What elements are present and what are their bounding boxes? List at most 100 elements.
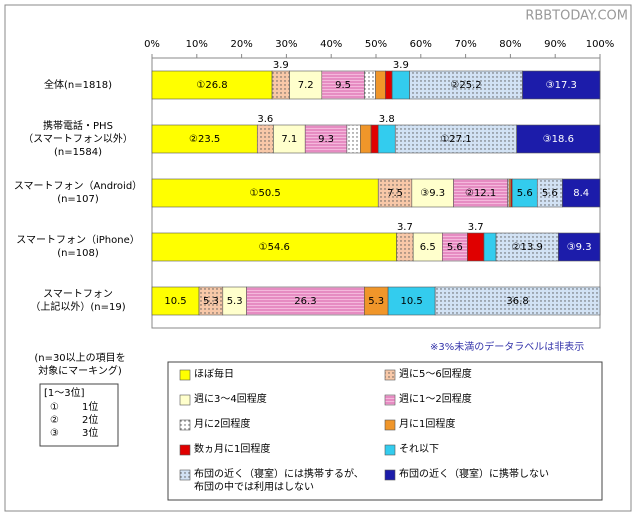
legend-swatch [384,444,396,456]
legend-label: 月に2回程度 [194,419,251,430]
bar-segment [558,232,601,262]
value-label: 3.6 [257,114,273,125]
bar-segment [511,178,538,208]
y-tick-label: スマートフォン（Android） (n=107) [13,181,143,205]
ranking-box [39,383,119,447]
x-tick-label: 100% [586,39,615,50]
x-tick-label: 60% [410,39,432,50]
value-label: 3.9 [393,60,409,71]
note: ※3%未満のデータラベルは非表示 [430,340,584,353]
value-label: ①26.8 [196,80,227,91]
value-label: ②13.9 [512,242,543,253]
bar-segment [375,70,386,100]
legend-swatch [179,444,191,456]
legend-label: ほぼ毎日 [194,369,234,380]
legend-label: 週に3～4回程度 [194,394,267,405]
legend-label: 週に5～6回程度 [399,369,472,380]
bar-segment [151,178,379,208]
bar-segment [522,70,601,100]
value-label: 5.3 [368,296,384,307]
y-tick-label-box: 携帯電話・PHS （スマートフォン以外） (n=1584) [23,120,133,158]
legend-label: それ以下 [399,444,439,455]
legend-swatch-pattern [385,370,395,380]
ranking-mark: ③ [50,428,59,439]
bar-segment-pattern [321,71,365,99]
bar-segment-pattern [257,125,274,153]
ranking-rank: 1位 [82,400,98,413]
bar-segment [562,178,601,208]
y-tick-label: スマートフォン （上記以外）(n=19) [30,289,126,313]
value-label: ③9.3 [567,242,592,253]
bar-segment-pattern [199,287,223,315]
legend-label-box: 布団の近く（寝室）には携帯するが、 布団の中では利用はしない [194,469,364,493]
legend-swatch-pattern [385,395,395,405]
legend-swatch [179,394,191,406]
value-label: 26.3 [294,296,316,307]
legend-swatch-pattern [180,470,190,480]
bar-segment [273,124,306,154]
bar-segment-pattern [435,287,600,315]
bar-segment [151,124,258,154]
value-label: 3.7 [468,222,484,233]
watermark: RBBTODAY.COM [525,9,628,24]
bar-segment [483,232,497,262]
bar-segment [516,124,601,154]
bar-segment-pattern [378,179,412,207]
x-tick-label: 20% [230,39,252,50]
value-label: 10.5 [400,296,422,307]
ranking-note: (n=30以上の項目を 対象にマーキング) [34,353,126,377]
bar-segment [151,232,397,262]
bar-segment-pattern [396,233,414,261]
x-tick-label: 30% [275,39,297,50]
value-label: 5.6 [517,188,533,199]
legend-label-box: 布団の近く（寝室）に携帯しない [399,469,549,480]
legend-label: 布団の近く（寝室）には携帯するが、 布団の中では利用はしない [194,469,364,493]
x-tick-label: 40% [320,39,342,50]
x-tick-label: 90% [544,39,566,50]
bar-segment-pattern [409,71,523,99]
x-tick-label: 0% [144,39,160,50]
legend-label-box: 週に1～2回程度 [399,394,472,405]
y-tick-label: スマートフォン（iPhone） (n=108) [16,235,140,259]
legend-label-box: 月に1回程度 [399,419,456,430]
ranking-title: [1～3位] [44,386,85,399]
bar-segment [370,124,379,154]
value-label: ③9.3 [420,188,445,199]
legend-swatch [384,419,396,431]
y-tick-label-box: スマートフォン （上記以外）(n=19) [30,289,126,313]
value-label: 7.5 [387,188,403,199]
value-label: 9.5 [335,80,351,91]
value-label: ③17.3 [546,80,577,91]
legend-label: 布団の近く（寝室）に携帯しない [399,469,549,480]
value-label: 3.8 [379,114,395,125]
bar-segment [387,286,436,316]
value-label: 5.6 [542,188,558,199]
bar-segment-pattern [507,179,510,207]
bar-segment [377,124,396,154]
value-label: 36.8 [506,296,528,307]
bar-segment [360,124,372,154]
legend-label-box: 月に2回程度 [194,419,251,430]
legend-label-box: それ以下 [399,444,439,455]
bar-segment-pattern [246,287,365,315]
value-label: 7.2 [298,80,314,91]
legend-label: 月に1回程度 [399,419,456,430]
ranking-rank: 3位 [82,426,98,439]
legend-swatch [179,369,191,381]
y-tick-label: 全体(n=1818) [44,79,112,91]
ranking-rank: 2位 [82,413,98,426]
bar-segment [411,178,454,208]
value-label: ①27.1 [440,134,471,145]
bar-segment-pattern [537,179,563,207]
bar-segment [289,70,323,100]
bar-segment-pattern [496,233,559,261]
value-label: 5.3 [227,296,243,307]
y-tick-label-box: スマートフォン（Android） (n=107) [13,181,143,205]
value-label: ③18.6 [543,134,574,145]
value-label: 10.5 [164,296,186,307]
bar-segment-pattern [272,71,290,99]
y-tick-label: 携帯電話・PHS （スマートフォン以外） (n=1584) [23,120,133,158]
value-label: 9.3 [318,134,334,145]
bar-segment [151,286,200,316]
